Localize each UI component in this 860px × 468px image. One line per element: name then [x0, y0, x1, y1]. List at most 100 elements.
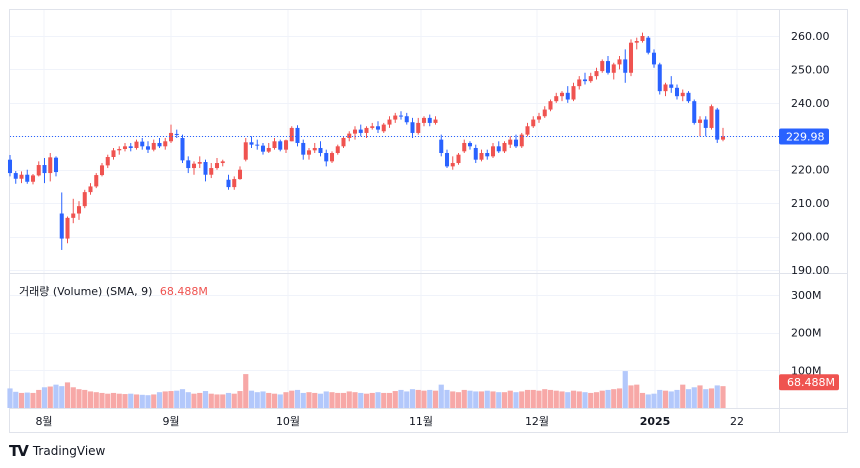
candle-body: [577, 79, 582, 87]
volume-bar: [461, 389, 467, 408]
volume-bar: [375, 392, 381, 408]
last-volume-label: 68.488M: [779, 374, 839, 391]
candle-body: [548, 101, 553, 110]
candle-body: [611, 64, 616, 73]
volume-bar: [398, 389, 404, 408]
candle-body: [502, 142, 507, 152]
candle-body: [404, 116, 409, 123]
volume-bar: [13, 391, 19, 408]
volume-bar: [335, 392, 341, 408]
volume-bar: [214, 394, 220, 408]
candle-body: [715, 109, 720, 140]
candle-body: [513, 139, 519, 147]
candle-body: [203, 162, 208, 175]
candle-body: [370, 126, 375, 128]
candle-body: [508, 139, 513, 145]
volume-bar: [59, 386, 65, 408]
volume-bar: [122, 394, 128, 408]
candle-body: [605, 61, 611, 73]
grid: [10, 10, 779, 408]
volume-bar: [53, 384, 59, 408]
candle-body: [381, 124, 386, 132]
candle-body: [427, 117, 432, 123]
volume-bar: [513, 392, 519, 408]
volume-bar: [524, 389, 531, 408]
volume-bar: [386, 392, 393, 408]
volume-bar: [455, 392, 462, 408]
volume-bar: [484, 390, 490, 408]
candle-body: [674, 87, 680, 97]
volume-bar: [588, 392, 594, 408]
price-axis[interactable]: 260.00250.00240.00230.00220.00210.00200.…: [791, 30, 830, 277]
candle-body: [134, 141, 139, 148]
candle-body: [94, 175, 99, 187]
volume-bar: [553, 390, 559, 408]
volume-bar: [30, 392, 36, 408]
candle-body: [588, 76, 593, 82]
candle-body: [318, 147, 323, 153]
candle-body: [542, 109, 547, 117]
svg-text:229.98: 229.98: [786, 131, 825, 144]
candle-body: [163, 141, 168, 147]
volume-bar: [547, 389, 554, 408]
volume-bar: [294, 389, 301, 408]
candle-body: [197, 162, 202, 164]
volume-bar: [24, 392, 30, 408]
volume-axis[interactable]: 300M 200M 100M: [791, 289, 822, 377]
volume-bar: [444, 389, 450, 408]
volume-legend[interactable]: 거래량 (Volume) (SMA, 9) 68.488M: [19, 283, 208, 299]
volume-bar: [231, 393, 237, 408]
price-tick-label: 240.00: [791, 97, 830, 110]
candle-body: [237, 169, 243, 180]
time-tick-label: 22: [730, 415, 744, 428]
candle-body: [312, 147, 317, 151]
candle-body: [692, 101, 697, 123]
candle-body: [260, 145, 266, 152]
candle-body: [387, 119, 392, 125]
candle-body: [128, 146, 133, 148]
candle-body: [82, 192, 87, 207]
volume-bar: [628, 385, 634, 408]
time-axis[interactable]: 8월 9월 10월 11월 12월 2025 22: [35, 415, 744, 428]
candle-body: [536, 116, 542, 120]
volume-bar: [191, 393, 197, 408]
last-price-label: 229.98: [779, 128, 829, 145]
volume-bar: [392, 391, 398, 408]
candle-body: [697, 119, 703, 123]
candle-body: [117, 148, 122, 151]
time-tick-label: 12월: [525, 415, 549, 428]
volume-bar: [369, 392, 375, 408]
candle-body: [617, 59, 622, 65]
tradingview-logo[interactable]: TV TradingView: [9, 441, 105, 461]
candle-body: [232, 179, 237, 188]
volume-bar: [530, 389, 536, 408]
candle-body: [450, 163, 455, 167]
volume-bar: [467, 390, 473, 408]
price-tick-label: 260.00: [791, 30, 830, 43]
candle-body: [720, 136, 726, 140]
volume-bar: [703, 389, 709, 408]
candle-body: [88, 186, 93, 193]
volume-bar: [490, 391, 496, 408]
candle-body: [180, 137, 185, 161]
candle-body: [59, 213, 64, 239]
volume-bar: [363, 393, 370, 408]
candle-body: [496, 146, 501, 152]
candle-body: [191, 163, 197, 169]
candle-body: [7, 159, 13, 174]
candle-body: [266, 147, 271, 152]
candle-body: [157, 142, 162, 147]
candles: [7, 32, 726, 250]
volume-bar: [116, 393, 122, 408]
candle-body: [490, 146, 496, 157]
volume-bar: [225, 392, 232, 408]
volume-bar: [599, 390, 605, 408]
candle-body: [623, 59, 628, 73]
volume-bar: [248, 390, 255, 408]
volume-bar: [168, 391, 174, 408]
volume-bar: [185, 392, 191, 408]
volume-bar: [174, 390, 180, 408]
candle-body: [640, 36, 645, 42]
volume-bars: [7, 371, 726, 408]
price-tick-label: 250.00: [791, 63, 830, 76]
